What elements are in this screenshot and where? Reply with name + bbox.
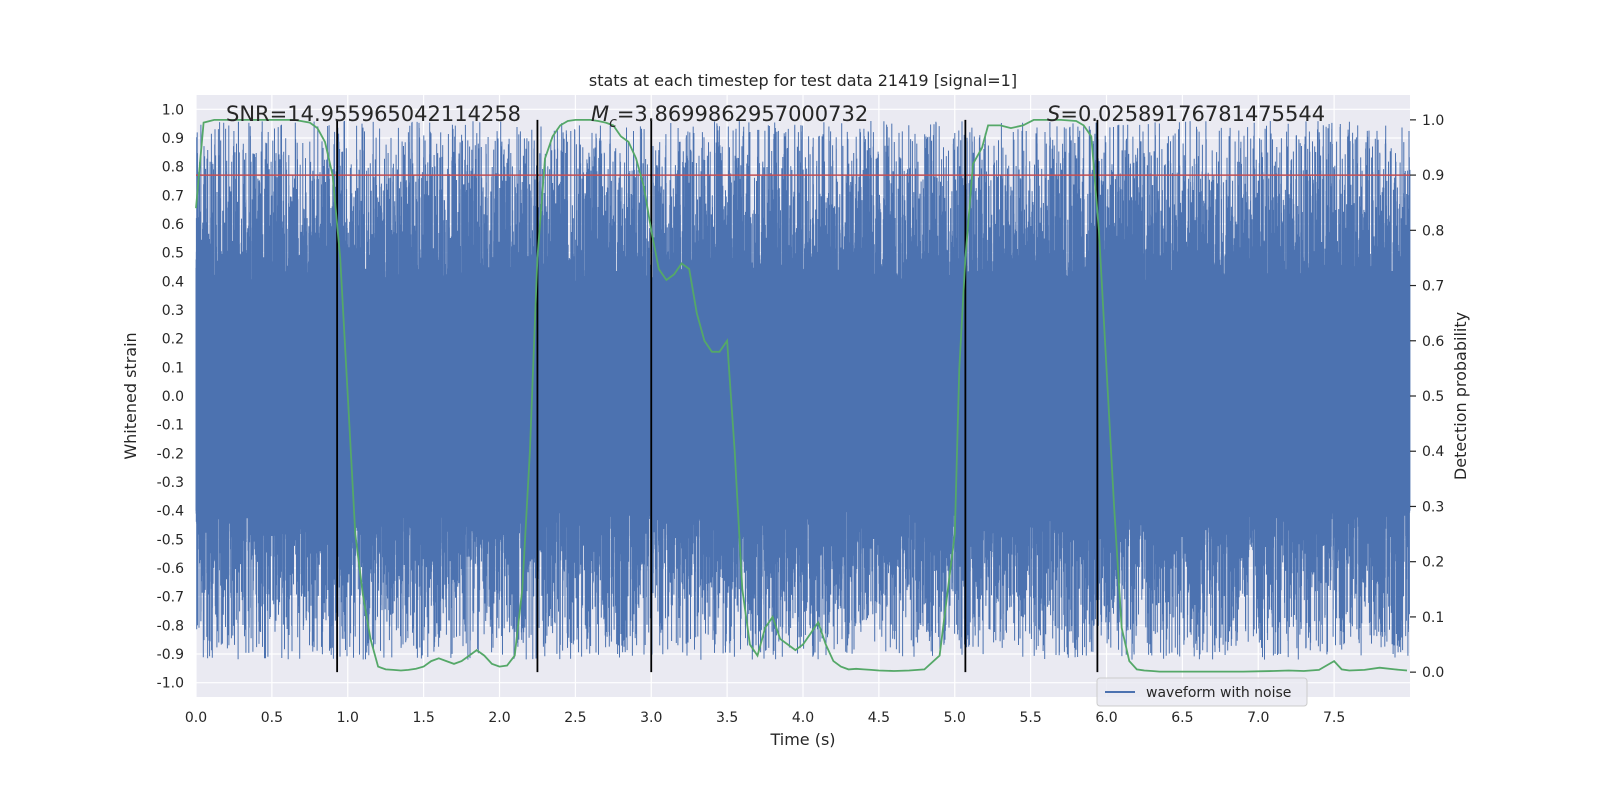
mc-subscript: c xyxy=(609,115,617,131)
x-tick-label: 2.5 xyxy=(564,710,586,726)
y2-tick-label: 1.0 xyxy=(1422,113,1444,129)
y-tick-label: -0.8 xyxy=(157,618,184,634)
y2-tick-label: 0.9 xyxy=(1422,168,1444,184)
y-tick-label: -0.7 xyxy=(157,590,184,606)
probability-line xyxy=(195,119,1408,673)
y-tick-label: 0.2 xyxy=(162,332,184,348)
chart-title: stats at each timestep for test data 214… xyxy=(589,71,1017,90)
waveform-spikes xyxy=(195,120,1411,660)
x-tick-label: 1.5 xyxy=(412,710,434,726)
y-tick-label: 0.3 xyxy=(162,303,184,319)
chirp-mass-annotation: Mc=3.8699862957000732 xyxy=(591,102,868,131)
s-symbol: S xyxy=(1047,102,1060,126)
y-tick-label: 0.4 xyxy=(162,274,184,290)
s-value: =0.02589176781475544 xyxy=(1060,102,1325,126)
y-tick-label: -0.1 xyxy=(157,418,184,434)
y-tick-label: -0.4 xyxy=(157,504,184,520)
y-tick-label: -0.5 xyxy=(157,532,184,548)
x-tick-label: 0.0 xyxy=(185,710,207,726)
x-tick-label: 7.5 xyxy=(1323,710,1345,726)
y2-tick-label: 0.3 xyxy=(1422,499,1444,515)
x-axis-label: Time (s) xyxy=(769,730,835,749)
y-tick-label: 0.9 xyxy=(162,131,184,147)
waveform-series xyxy=(195,120,1411,660)
y2-tick-label: 0.7 xyxy=(1422,279,1444,295)
snr-annotation: SNR=14.955965042114258 xyxy=(226,102,521,126)
x-tick-label: 4.0 xyxy=(792,710,814,726)
y-tick-label: -1.0 xyxy=(157,676,184,692)
y2-tick-label: 0.2 xyxy=(1422,555,1444,571)
mc-symbol: M xyxy=(591,102,609,126)
x-tick-label: 6.0 xyxy=(1095,710,1117,726)
y2-axis-ticks: 0.0 0.1 0.2 0.3 0.4 0.5 0.6 0.7 0.8 0.9 1.0 xyxy=(1410,113,1444,681)
x-tick-label: 7.0 xyxy=(1247,710,1269,726)
y2-tick-label: 0.4 xyxy=(1422,444,1444,460)
s-annotation: S=0.02589176781475544 xyxy=(1047,102,1325,126)
mc-value: =3.8699862957000732 xyxy=(617,102,868,126)
y-tick-label: 0.1 xyxy=(162,360,184,376)
legend: waveform with noise xyxy=(1096,677,1308,707)
x-tick-label: 5.0 xyxy=(944,710,966,726)
y-tick-label: 0.6 xyxy=(162,217,184,233)
x-tick-label: 3.5 xyxy=(716,710,738,726)
y-tick-label: -0.6 xyxy=(157,561,184,577)
y-axis-label: Whitened strain xyxy=(121,332,140,459)
y-tick-label: -0.9 xyxy=(157,647,184,663)
y-tick-label: 0.7 xyxy=(162,188,184,204)
y-tick-label: 1.0 xyxy=(162,102,184,118)
x-axis-ticks: 0.0 0.5 1.0 1.5 2.0 2.5 3.0 3.5 4.0 4.5 5.0 5.5 6.0 6… xyxy=(185,710,1345,726)
y2-tick-label: 0.0 xyxy=(1422,665,1444,681)
legend-box xyxy=(1096,677,1308,707)
x-tick-label: 1.0 xyxy=(337,710,359,726)
x-tick-label: 2.0 xyxy=(488,710,510,726)
y-tick-label: 0.8 xyxy=(162,160,184,176)
y2-tick-label: 0.6 xyxy=(1422,334,1444,350)
y-axis-ticks: -1.0 -0.9 -0.8 -0.7 -0.6 -0.5 -0.4 -0.3 -0.2 -0.1… xyxy=(157,102,184,691)
y2-axis-label: Detection probability xyxy=(1451,312,1470,480)
y2-tick-label: 0.5 xyxy=(1422,389,1444,405)
y-tick-label: -0.2 xyxy=(157,446,184,462)
y-tick-label: 0.0 xyxy=(162,389,184,405)
x-tick-label: 3.0 xyxy=(640,710,662,726)
y-tick-label: -0.3 xyxy=(157,475,184,491)
y2-tick-label: 0.8 xyxy=(1422,223,1444,239)
y-tick-label: 0.5 xyxy=(162,246,184,262)
x-tick-label: 6.5 xyxy=(1171,710,1193,726)
y2-tick-label: 0.1 xyxy=(1422,610,1444,626)
x-tick-label: 0.5 xyxy=(261,710,283,726)
x-tick-label: 5.5 xyxy=(1019,710,1041,726)
x-tick-label: 4.5 xyxy=(868,710,890,726)
legend-entry: waveform with noise xyxy=(1146,685,1291,701)
